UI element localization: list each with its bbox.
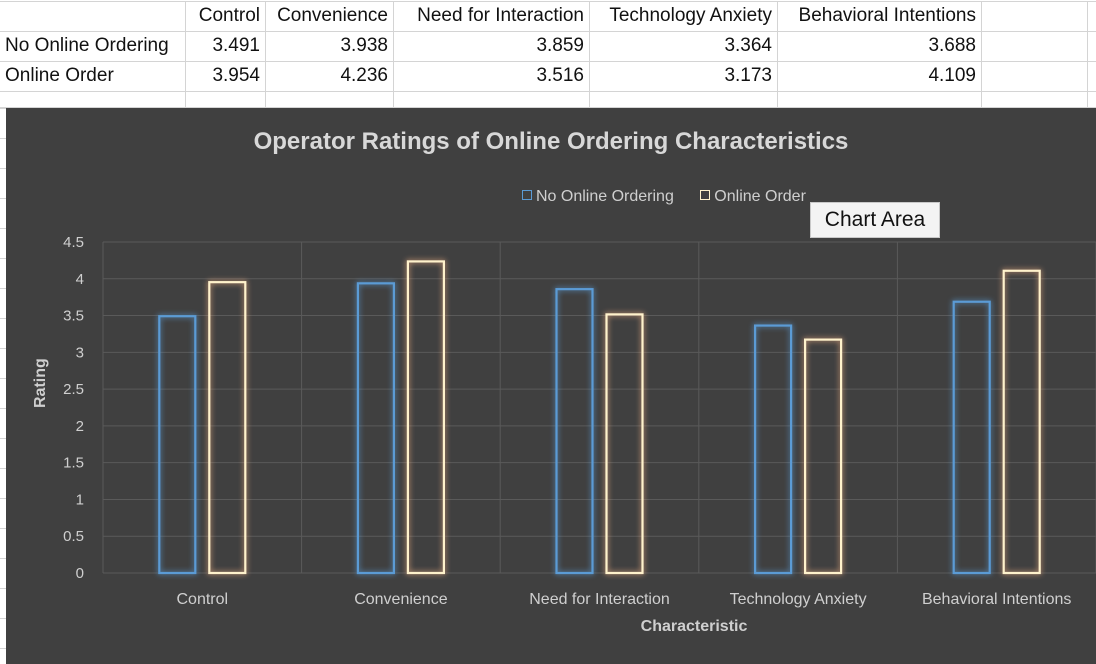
empty-cell[interactable] [0,92,186,108]
legend-label-online-order: Online Order [714,188,806,205]
data-cell[interactable]: 3.491 [186,32,266,62]
chart-title: Operator Ratings of Online Ordering Char… [253,128,849,155]
bar-online-order-0[interactable] [208,281,247,575]
grid-row-line [0,468,6,469]
empty-cell[interactable] [982,92,1088,108]
empty-cell[interactable] [266,92,394,108]
bar-no-online-ordering-0[interactable] [158,315,197,575]
bar-online-order-3[interactable] [803,338,843,575]
grid-top-border [0,1,1096,2]
legend-item-no-online-ordering[interactable]: No Online Ordering [522,188,674,206]
grid-row-line [0,138,6,139]
x-tick-label: Technology Anxiety [730,591,867,608]
grid-row-line [0,378,6,379]
grid-row-line [0,438,6,439]
header-cell[interactable]: Behavioral Intentions [778,2,982,32]
grid-row-line [0,108,6,109]
grid-row-line [0,228,6,229]
empty-cell[interactable] [778,92,982,108]
grid-row-line [0,348,6,349]
x-tick-label: Convenience [354,591,448,608]
data-cell[interactable]: 3.173 [590,62,778,92]
data-cell[interactable] [1088,62,1096,92]
y-tick-label: 3.5 [63,308,84,325]
bar-online-order-1[interactable] [406,260,445,575]
bar-no-online-ordering-1[interactable] [356,282,395,575]
grid-row-line [0,648,6,649]
grid-row-line [0,588,6,589]
grid-row-line [0,288,6,289]
legend-swatch-no-online-ordering [522,190,532,200]
legend-item-online-order[interactable]: Online Order [700,188,806,206]
grid-row-line [0,528,6,529]
grid-row-line [0,498,6,499]
grid-row-line [0,168,6,169]
header-cell[interactable] [0,2,186,32]
grid-row-line [0,558,6,559]
bar-online-order-2[interactable] [605,313,644,575]
bar-online-order-4[interactable] [1002,269,1041,575]
header-cell[interactable]: Convenience [266,2,394,32]
y-tick-label: 2 [76,418,84,435]
grid-row-line [0,198,6,199]
data-cell[interactable]: 3.688 [778,32,982,62]
chart-legend[interactable]: No Online Ordering Online Order [522,188,828,206]
y-tick-label: 1.5 [63,455,84,472]
data-cell[interactable] [982,32,1088,62]
empty-cell[interactable] [590,92,778,108]
header-cell[interactable]: Need for Interaction [394,2,590,32]
header-cell[interactable] [982,2,1088,32]
y-tick-label: 1 [76,491,84,508]
bar-no-online-ordering-4[interactable] [952,300,991,575]
grid-row-line [0,318,6,319]
chart-area-tooltip: Chart Area [810,202,940,238]
data-cell[interactable]: 3.954 [186,62,266,92]
x-tick-label: Behavioral Intentions [922,591,1071,608]
plot-area[interactable]: 0 0.5 1 1.5 2 2.5 3 3.5 4 4.5 Control Convenience Ne… [6,108,1096,664]
data-cell[interactable]: 4.109 [778,62,982,92]
legend-swatch-online-order [700,190,711,200]
header-cell[interactable]: Technology Anxiety [590,2,778,32]
data-cell[interactable]: 3.938 [266,32,394,62]
y-tick-label: 3 [76,344,84,361]
data-cell[interactable]: 3.859 [394,32,590,62]
data-cell[interactable]: 3.516 [394,62,590,92]
bar-no-online-ordering-2[interactable] [555,288,594,575]
y-tick-label: 0.5 [63,528,84,545]
grid-row-line [0,258,6,259]
y-tick-label: 2.5 [63,381,84,398]
grid-row-line [0,408,6,409]
x-axis-title: Characteristic [640,618,748,635]
y-tick-label: 4.5 [63,234,84,251]
row-label-cell[interactable]: Online Order [0,62,186,92]
data-cell[interactable] [982,62,1088,92]
data-cell[interactable]: 4.236 [266,62,394,92]
chart-area[interactable]: Operator Ratings of Online Ordering Char… [6,108,1096,664]
header-cell[interactable]: Control [186,2,266,32]
data-cell[interactable]: 3.364 [590,32,778,62]
empty-cell[interactable] [394,92,590,108]
empty-cell[interactable] [186,92,266,108]
bar-no-online-ordering-3[interactable] [753,324,793,575]
y-tick-label: 4 [76,271,84,288]
data-cell[interactable] [1088,32,1096,62]
grid-row-line [0,618,6,619]
x-tick-label: Control [177,591,229,608]
y-tick-label: 0 [76,565,84,582]
legend-label-no-online-ordering: No Online Ordering [536,188,674,205]
row-label-cell[interactable]: No Online Ordering [0,32,186,62]
x-tick-label: Need for Interaction [529,591,670,608]
empty-cell[interactable] [1088,92,1096,108]
header-cell[interactable] [1088,2,1096,32]
